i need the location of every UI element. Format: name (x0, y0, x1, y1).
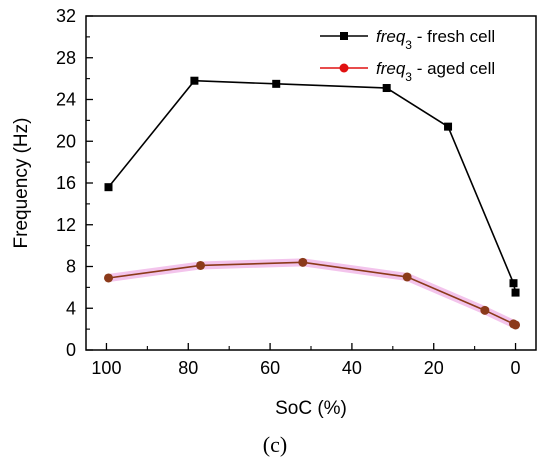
data-point (402, 272, 412, 282)
x-axis: 100 80 60 40 20 0 (91, 343, 521, 378)
data-point (511, 288, 520, 297)
x-tick-label: 100 (91, 358, 121, 378)
data-point (104, 183, 113, 192)
data-point (444, 122, 453, 131)
x-tick-label: 60 (260, 358, 280, 378)
y-tick-label: 32 (56, 6, 76, 26)
y-axis: 0 4 8 12 16 20 24 28 32 (56, 6, 93, 360)
y-tick-label: 16 (56, 173, 76, 193)
legend-item: freq3 - fresh cell (320, 27, 495, 52)
legend-label: freq3 - aged cell (376, 59, 495, 84)
series-2 (104, 257, 521, 330)
y-tick-label: 8 (66, 257, 76, 277)
series-halo (104, 258, 520, 329)
legend-marker (339, 63, 349, 73)
legend: freq3 - fresh cell freq3 - aged cell (320, 27, 495, 84)
y-tick-label: 0 (66, 340, 76, 360)
data-point (190, 76, 199, 85)
data-point (298, 257, 308, 267)
legend-label: freq3 - fresh cell (376, 27, 495, 52)
y-axis-title: Frequency (Hz) (11, 118, 32, 249)
x-tick-label: 80 (178, 358, 198, 378)
panel-label: (c) (0, 432, 550, 458)
legend-item: freq3 - aged cell (320, 59, 495, 84)
x-tick-label: 20 (424, 358, 444, 378)
data-point (480, 305, 490, 315)
data-point (196, 260, 206, 270)
data-point (104, 273, 113, 283)
y-tick-label: 28 (56, 48, 76, 68)
data-point (382, 84, 391, 93)
data-point (511, 320, 521, 330)
legend-marker (340, 32, 348, 40)
x-tick-label: 40 (342, 358, 362, 378)
y-tick-label: 12 (56, 215, 76, 235)
data-point (272, 79, 281, 88)
y-tick-label: 24 (56, 90, 76, 110)
series-1 (104, 76, 520, 297)
series-layer (104, 76, 521, 330)
y-tick-label: 20 (56, 131, 76, 151)
x-tick-label: 0 (511, 358, 521, 378)
x-axis-title: SoC (%) (275, 398, 347, 419)
y-tick-label: 4 (66, 298, 76, 318)
data-point (509, 279, 518, 288)
panel-label-text: (c) (262, 432, 288, 457)
